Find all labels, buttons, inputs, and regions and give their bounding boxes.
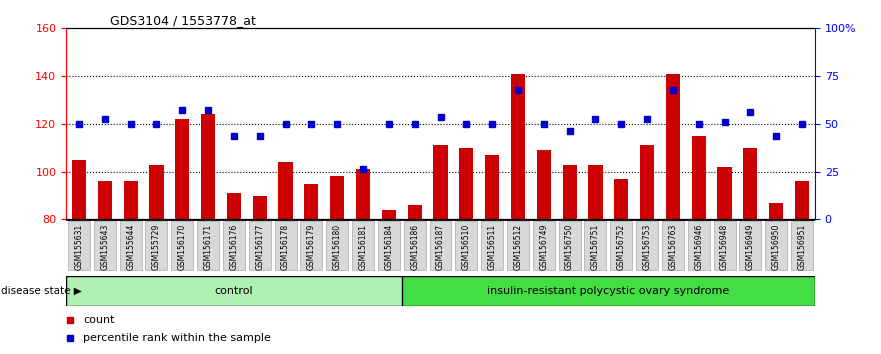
Text: GSM156749: GSM156749 (539, 224, 548, 270)
Bar (278, 162, 292, 219)
Text: GSM156180: GSM156180 (333, 224, 342, 270)
FancyBboxPatch shape (714, 221, 736, 270)
Text: GSM156948: GSM156948 (720, 224, 729, 270)
Bar (356, 169, 370, 219)
Text: GSM156510: GSM156510 (462, 224, 470, 270)
Text: count: count (83, 315, 115, 325)
Text: GSM156511: GSM156511 (488, 224, 497, 270)
Text: GSM156178: GSM156178 (281, 224, 290, 270)
Text: GSM156187: GSM156187 (436, 224, 445, 270)
Text: GSM155643: GSM155643 (100, 224, 109, 270)
FancyBboxPatch shape (766, 221, 787, 270)
Bar (692, 136, 706, 219)
Bar (433, 145, 448, 219)
FancyBboxPatch shape (430, 221, 451, 270)
FancyBboxPatch shape (791, 221, 813, 270)
Text: control: control (215, 286, 253, 296)
Bar (511, 74, 525, 219)
Text: GSM156751: GSM156751 (591, 224, 600, 270)
Bar (562, 165, 577, 219)
Bar (614, 179, 628, 219)
FancyBboxPatch shape (223, 221, 245, 270)
FancyBboxPatch shape (662, 221, 684, 270)
Bar (98, 181, 112, 219)
FancyBboxPatch shape (197, 221, 219, 270)
Bar (66, 276, 402, 306)
Text: GSM155729: GSM155729 (152, 224, 161, 270)
Text: GSM156170: GSM156170 (178, 224, 187, 270)
Text: GSM156951: GSM156951 (797, 224, 806, 270)
FancyBboxPatch shape (68, 221, 90, 270)
Bar (589, 165, 603, 219)
Bar (175, 119, 189, 219)
FancyBboxPatch shape (533, 221, 555, 270)
Bar (537, 150, 551, 219)
FancyBboxPatch shape (481, 221, 503, 270)
FancyBboxPatch shape (145, 221, 167, 270)
Bar (150, 165, 164, 219)
Bar (381, 210, 396, 219)
Text: GSM156176: GSM156176 (229, 224, 239, 270)
Text: GSM156750: GSM156750 (565, 224, 574, 270)
Bar (717, 167, 731, 219)
Text: GSM156186: GSM156186 (411, 224, 419, 270)
FancyBboxPatch shape (352, 221, 374, 270)
FancyBboxPatch shape (559, 221, 581, 270)
Text: GSM156752: GSM156752 (617, 224, 626, 270)
Bar (769, 203, 783, 219)
FancyBboxPatch shape (688, 221, 710, 270)
Text: GSM155644: GSM155644 (126, 224, 135, 270)
FancyBboxPatch shape (378, 221, 400, 270)
Bar (201, 114, 215, 219)
Bar (485, 155, 500, 219)
Text: GSM156181: GSM156181 (359, 224, 367, 270)
Bar (666, 74, 680, 219)
FancyBboxPatch shape (120, 221, 142, 270)
Text: GSM156950: GSM156950 (772, 224, 781, 270)
Bar (402, 276, 815, 306)
Bar (744, 148, 758, 219)
FancyBboxPatch shape (300, 221, 322, 270)
Bar (795, 181, 809, 219)
Text: GSM156753: GSM156753 (642, 224, 652, 270)
Text: disease state ▶: disease state ▶ (1, 286, 82, 296)
FancyBboxPatch shape (94, 221, 115, 270)
FancyBboxPatch shape (584, 221, 606, 270)
Bar (253, 195, 267, 219)
FancyBboxPatch shape (403, 221, 426, 270)
Text: GSM156512: GSM156512 (514, 224, 522, 270)
Bar (226, 193, 241, 219)
Text: percentile rank within the sample: percentile rank within the sample (83, 333, 270, 343)
Text: GSM156949: GSM156949 (746, 224, 755, 270)
Text: GSM156179: GSM156179 (307, 224, 316, 270)
FancyBboxPatch shape (275, 221, 297, 270)
FancyBboxPatch shape (171, 221, 193, 270)
Text: GSM155631: GSM155631 (75, 224, 84, 270)
Text: GSM156177: GSM156177 (255, 224, 264, 270)
Bar (123, 181, 137, 219)
Bar (330, 176, 344, 219)
Bar (640, 145, 655, 219)
FancyBboxPatch shape (326, 221, 348, 270)
FancyBboxPatch shape (248, 221, 270, 270)
FancyBboxPatch shape (507, 221, 529, 270)
Bar (408, 205, 422, 219)
Text: insulin-resistant polycystic ovary syndrome: insulin-resistant polycystic ovary syndr… (487, 286, 729, 296)
Text: GSM156763: GSM156763 (669, 224, 677, 270)
Bar (304, 184, 319, 219)
Text: GSM156171: GSM156171 (204, 224, 212, 270)
Bar (72, 160, 86, 219)
FancyBboxPatch shape (611, 221, 633, 270)
Bar (459, 148, 473, 219)
Text: GSM156184: GSM156184 (384, 224, 393, 270)
FancyBboxPatch shape (455, 221, 478, 270)
FancyBboxPatch shape (636, 221, 658, 270)
Text: GSM156946: GSM156946 (694, 224, 703, 270)
Text: GDS3104 / 1553778_at: GDS3104 / 1553778_at (110, 14, 256, 27)
FancyBboxPatch shape (739, 221, 761, 270)
